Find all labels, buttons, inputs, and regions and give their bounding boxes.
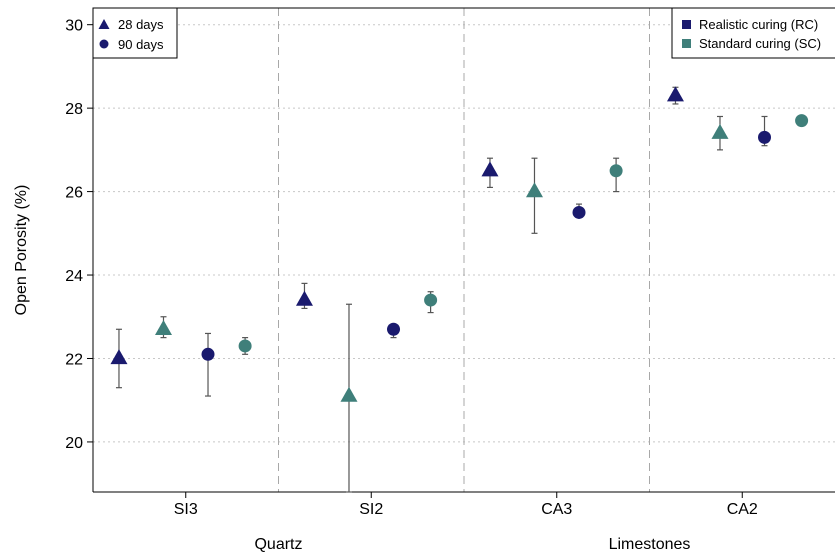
- legend-age-box: [92, 7, 178, 59]
- point-si3-sc-28-days: [154, 319, 172, 335]
- category-label-si3: SI3: [174, 501, 198, 518]
- legend-age: 28 days 90 days: [92, 7, 178, 59]
- group-label-quartz: Quartz: [254, 536, 302, 553]
- legend-triangle-icon: [98, 19, 110, 29]
- y-tick-label: 28: [65, 101, 83, 118]
- point-ca2-sc-28-days: [711, 123, 729, 139]
- y-tick-label: 30: [65, 18, 83, 35]
- y-axis: 20 22 24 26 28 30: [65, 18, 93, 452]
- legend-circle-icon: [99, 39, 109, 49]
- y-axis-title: Open Porosity (%): [13, 185, 30, 316]
- group-label-limestones: Limestones: [609, 536, 691, 553]
- y-tick-label: 22: [65, 351, 83, 368]
- point-ca2-rc-28-days: [666, 86, 684, 102]
- point-si2-rc-90-days: [387, 322, 401, 336]
- point-si2-rc-28-days: [295, 290, 313, 306]
- category-dividers: [278, 8, 650, 492]
- point-si2-sc-90-days: [424, 293, 438, 307]
- point-ca2-sc-90-days: [795, 114, 809, 128]
- point-ca3-rc-90-days: [572, 205, 586, 219]
- legend-curing: Realistic curing (RC) Standard curing (S…: [671, 7, 835, 59]
- legend-rc-square-icon: [682, 20, 691, 29]
- category-label-si2: SI2: [359, 501, 383, 518]
- legend-rc-label: Realistic curing (RC): [699, 17, 818, 32]
- point-ca3-rc-28-days: [481, 161, 499, 177]
- point-si3-sc-90-days: [238, 339, 252, 353]
- category-label-ca3: CA3: [541, 501, 572, 518]
- y-tick-label: 26: [65, 185, 83, 202]
- legend-28-days-label: 28 days: [118, 17, 164, 32]
- point-ca2-rc-90-days: [758, 130, 772, 144]
- point-si2-sc-28-days: [340, 386, 358, 402]
- category-label-ca2: CA2: [727, 501, 758, 518]
- legend-90-days-label: 90 days: [118, 37, 164, 52]
- point-ca3-sc-28-days: [525, 182, 543, 198]
- legend-curing-box: [671, 7, 835, 59]
- y-tick-label: 20: [65, 435, 83, 452]
- y-tick-label: 24: [65, 268, 83, 285]
- legend-sc-square-icon: [682, 39, 691, 48]
- point-si3-rc-28-days: [110, 349, 128, 365]
- data-marks: [110, 86, 809, 493]
- point-si3-rc-90-days: [201, 347, 215, 361]
- legend-sc-label: Standard curing (SC): [699, 36, 821, 51]
- x-axis: SI3 SI2 CA3 CA2 Quartz Limestones: [174, 492, 758, 553]
- point-ca3-sc-90-days: [609, 164, 623, 178]
